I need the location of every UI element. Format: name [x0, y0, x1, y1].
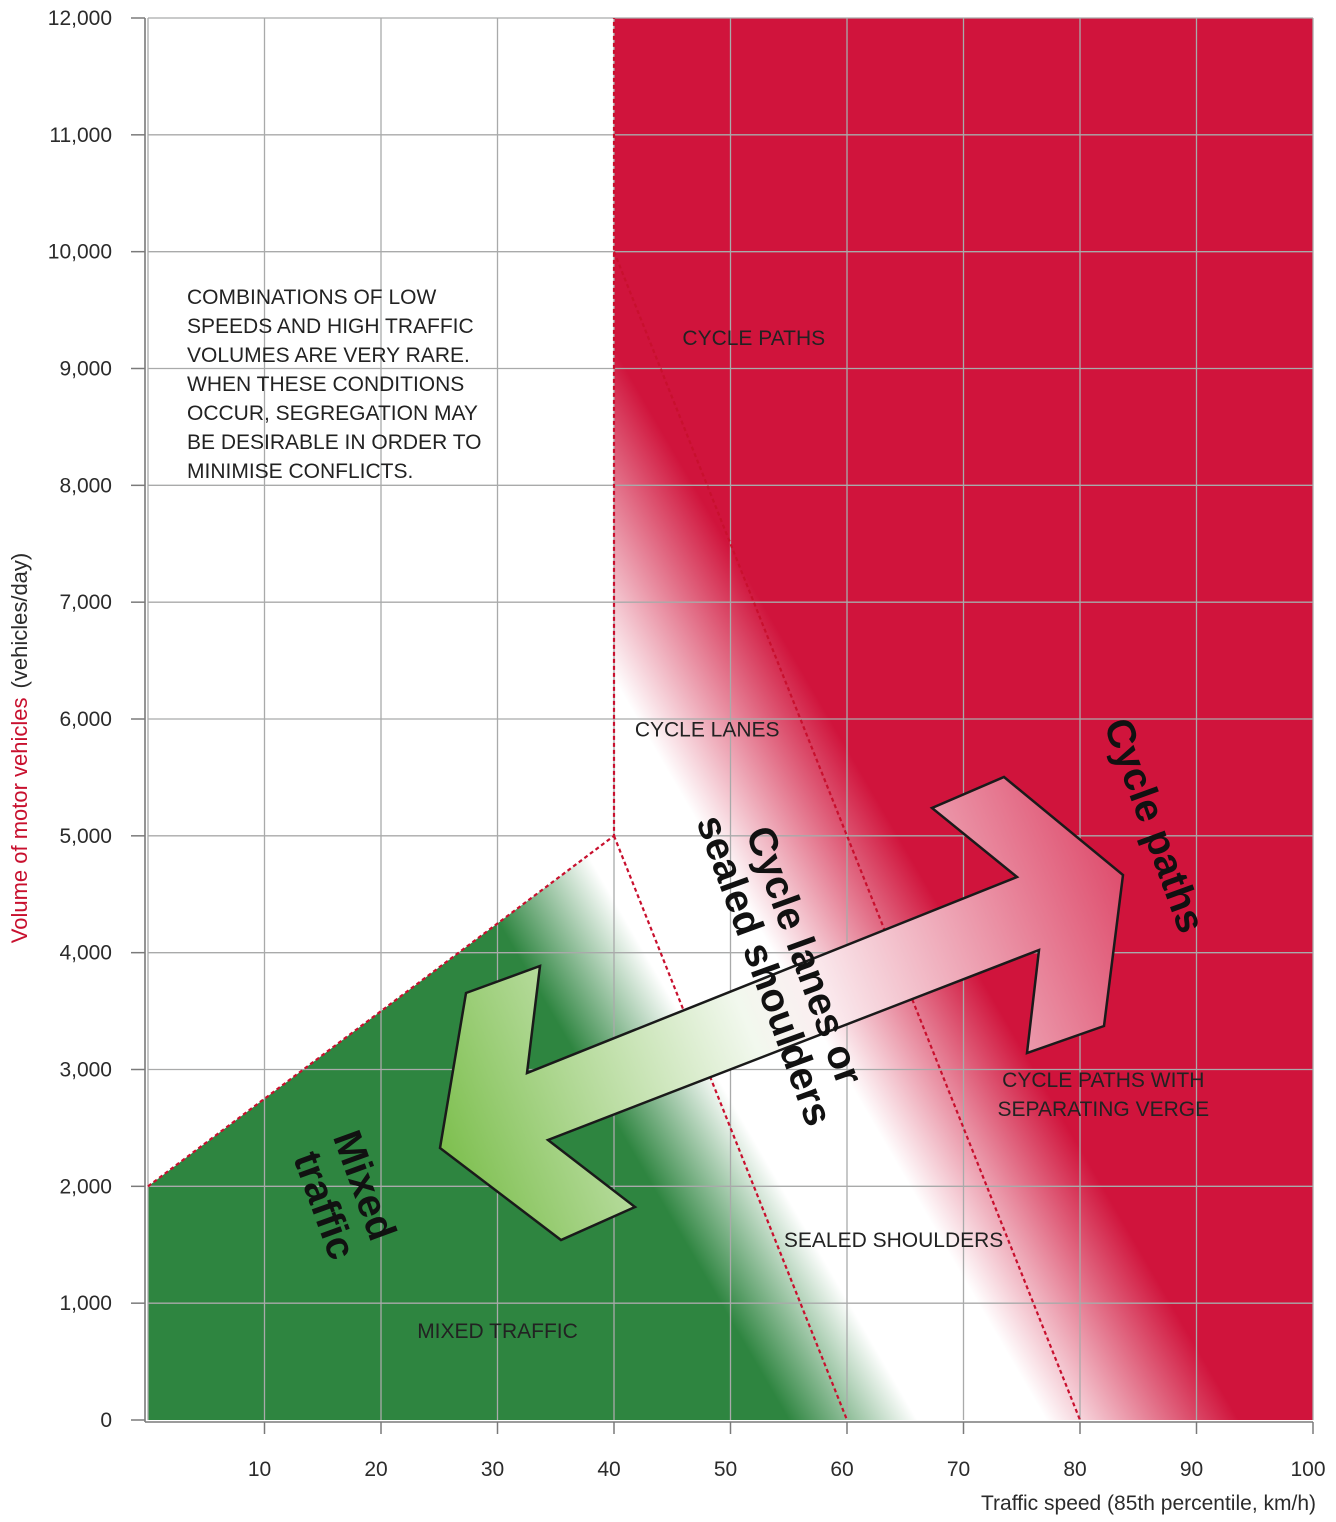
note-line: OCCUR, SEGREGATION MAY	[187, 402, 478, 425]
x-tick-label: 30	[481, 1458, 504, 1481]
note-line: BE DESIRABLE IN ORDER TO	[187, 431, 481, 454]
x-tick-label: 90	[1180, 1458, 1203, 1481]
y-tick-label: 1,000	[59, 1292, 112, 1315]
zone-label: CYCLE PATHS	[682, 327, 825, 350]
y-tick-label: 3,000	[59, 1059, 112, 1082]
y-tick-label: 4,000	[59, 942, 112, 965]
y-tick-label: 7,000	[59, 591, 112, 614]
note-line: VOLUMES ARE VERY RARE.	[187, 344, 470, 367]
y-tick-label: 8,000	[59, 474, 112, 497]
y-tick-label: 9,000	[59, 358, 112, 381]
x-tick-label: 100	[1290, 1458, 1325, 1481]
x-tick-label: 40	[597, 1458, 620, 1481]
y-tick-label: 11,000	[49, 124, 112, 147]
zone-label: CYCLE PATHS WITH	[1002, 1069, 1204, 1092]
note-line: SPEEDS AND HIGH TRAFFIC	[187, 315, 474, 338]
x-tick-label: 80	[1063, 1458, 1086, 1481]
arrow-layer	[438, 775, 1125, 1242]
double-headed-arrow	[438, 775, 1125, 1242]
x-tick-label: 60	[830, 1458, 853, 1481]
y-tick-label: 12,000	[48, 7, 112, 30]
zone-label: SEPARATING VERGE	[997, 1098, 1209, 1121]
note-line: MINIMISE CONFLICTS.	[187, 460, 413, 483]
axes-layer	[131, 17, 1314, 1434]
x-tick-label: 70	[947, 1458, 970, 1481]
zone-label: CYCLE LANES	[635, 719, 780, 742]
x-tick-label: 20	[364, 1458, 387, 1481]
y-tick-label: 2,000	[59, 1175, 112, 1198]
note-line: WHEN THESE CONDITIONS	[187, 373, 464, 396]
y-tick-label: 6,000	[59, 708, 112, 731]
zone-label: MIXED TRAFFIC	[417, 1320, 578, 1343]
note-line: COMBINATIONS OF LOW	[187, 286, 436, 309]
x-tick-label: 50	[714, 1458, 737, 1481]
y-tick-label: 10,000	[48, 241, 112, 264]
x-tick-label: 10	[248, 1458, 271, 1481]
x-axis-title: Traffic speed (85th percentile, km/h)	[981, 1492, 1316, 1515]
boundary-layer	[147, 18, 1082, 1421]
y-axis-title: Volume of motor vehicles (vehicles/day)	[7, 553, 32, 944]
grid-layer	[147, 17, 1314, 1420]
y-tick-label: 5,000	[59, 825, 112, 848]
zone-label: SEALED SHOULDERS	[784, 1229, 1003, 1252]
y-axis-title-main: Volume of motor vehicles	[7, 697, 32, 943]
y-axis-title-unit: (vehicles/day)	[7, 553, 32, 689]
y-tick-label: 0	[100, 1409, 112, 1432]
